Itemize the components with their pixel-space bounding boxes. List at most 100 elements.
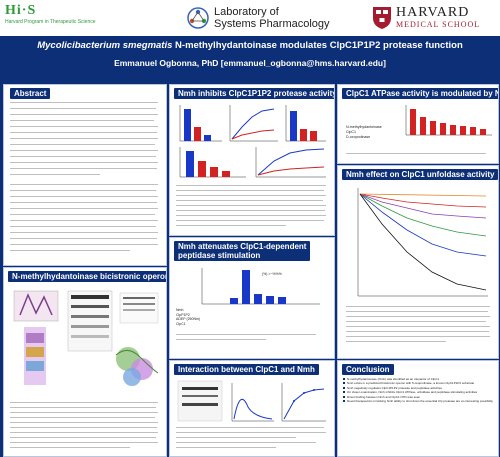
poster-header: Hi·S Harvard Program in Therapeutic Scie… (0, 0, 500, 36)
inhibits-panel: Nmh inhibits ClpC1P1P2 protease activity (169, 84, 335, 236)
attenuates-legend-row: ClpC1 (176, 321, 186, 326)
lsp-logo-icon (187, 7, 209, 29)
hms-logo-subtitle: Harvard Program in Therapeutic Science (5, 19, 96, 25)
text-line (346, 316, 490, 317)
text-line (176, 334, 316, 335)
title-bar: Mycolicibacterium smegmatis N-methylhyda… (0, 36, 500, 78)
text-line (10, 208, 158, 210)
attenuates-legend-row: ADEP (250Nm) (176, 317, 201, 322)
text-line (176, 225, 286, 226)
text-line (10, 407, 156, 408)
text-line (10, 447, 130, 448)
attenuates-legend-row: ClpP1P2 (176, 312, 190, 317)
hms-logo: Hi·S Harvard Program in Therapeutic Scie… (5, 3, 105, 33)
text-line (10, 427, 157, 428)
atpase-legend: N-methylhydantoinase ClpC1 D-oxoprolinas… (346, 125, 382, 139)
text-line (10, 156, 156, 158)
atpase-legend-row: D-oxoprolinase (346, 134, 371, 139)
text-line (176, 220, 324, 221)
poster-title-rest: N-methylhydantoinase modulates ClpC1P1P2… (172, 40, 463, 51)
text-line (10, 442, 158, 443)
harvard-logo-line1: HARVARD (396, 5, 470, 20)
conclusion-item-text: On closer examination, Nmh inhibits ClpC… (347, 390, 478, 395)
text-line (10, 226, 156, 228)
lsp-logo-line1: Laboratory of (214, 6, 279, 18)
text-line (346, 331, 489, 332)
poster-author: Emmanuel Ogbonna, PhD [emmanuel_ogbonna@… (114, 58, 386, 68)
interaction-heading: Interaction between ClpC1 and Nmh (173, 363, 320, 376)
interaction-figure (177, 380, 326, 422)
text-line (176, 215, 326, 216)
text-line (346, 336, 490, 337)
hms-logo-mark: Hi·S (5, 3, 37, 18)
text-line (10, 114, 158, 116)
conclusion-panel: Conclusion N-methylhydantoinase (Nmh) wa… (337, 360, 499, 457)
operon-panel: N-methylhydantoinase bicistronic operon (3, 267, 167, 457)
inhibits-figure (179, 105, 326, 178)
text-line (176, 200, 323, 201)
harvard-logo-line2: MEDICAL SCHOOL (396, 20, 481, 29)
text-line (10, 244, 158, 246)
conclusion-item: On closer examination, Nmh inhibits ClpC… (343, 390, 493, 394)
conclusion-list: N-methylhydantoinase (Nmh) was identifie… (343, 377, 493, 403)
text-line (10, 184, 158, 186)
attenuates-heading: Nmh attenuates ClpC1-dependent peptidase… (173, 240, 312, 262)
atpase-legend-row: ClpC1 (346, 129, 356, 134)
text-line (10, 238, 157, 240)
operon-heading: N-methylhydantoinase bicistronic operon (7, 270, 166, 283)
conclusion-item: Direct binding between Nmh and ClpC1 NTD… (343, 395, 493, 399)
atpase-caption-line (346, 153, 486, 154)
bullet-icon (343, 386, 345, 389)
lsp-logo: Laboratory of Systems Pharmacology (186, 3, 330, 33)
attenuates-stat: (%) >~%%% (262, 272, 282, 276)
atpase-figure (405, 105, 492, 136)
text-line (346, 321, 486, 322)
text-line (176, 447, 276, 448)
interaction-panel: Interaction between ClpC1 and Nmh (169, 360, 335, 457)
text-line (10, 168, 157, 170)
conclusion-item-text: N-methylhydantoinase (Nmh) was identifie… (347, 377, 440, 381)
text-line (10, 412, 158, 413)
conclusion-item: Novel therapeutics mimicking Nmh ability… (343, 399, 493, 403)
bullet-icon (343, 391, 345, 394)
attenuates-heading-line1: Nmh attenuates ClpC1-dependent (178, 242, 307, 251)
text-line (10, 402, 158, 403)
text-line (10, 138, 158, 140)
text-line (10, 422, 158, 423)
conclusion-item-text: Nmh negatively regulates ClpC1P1P2 prote… (347, 385, 442, 390)
text-line (10, 214, 155, 216)
text-line (10, 162, 158, 164)
text-line (10, 250, 130, 252)
text-line (176, 210, 325, 211)
poster-title-italic: Mycolicibacterium smegmatis (37, 40, 173, 51)
unfoldase-panel: Nmh effect on ClpC1 unfoldase activity (337, 165, 499, 359)
text-line (176, 205, 326, 206)
text-line (176, 195, 326, 196)
text-line (10, 120, 154, 122)
text-line (10, 132, 157, 134)
text-line (346, 326, 490, 327)
abstract-heading: Abstract (9, 87, 52, 100)
harvard-shield-icon (373, 7, 391, 29)
bullet-icon (343, 395, 345, 398)
text-line (10, 196, 158, 198)
unfoldase-figure (357, 188, 488, 297)
conclusion-heading: Conclusion (341, 363, 395, 376)
conclusion-item-text: Direct binding between Nmh and ClpC1 NTD… (347, 394, 421, 399)
atpase-legend-row: N-methylhydantoinase (346, 125, 382, 129)
attenuates-legend-row: Nmh (176, 308, 184, 312)
text-line (176, 437, 296, 438)
text-line (10, 417, 155, 418)
operon-figure (8, 285, 162, 397)
text-line (176, 427, 324, 428)
atpase-panel: ClpC1 ATPase activity is modulated by Nm… (337, 84, 499, 164)
bullet-icon (343, 382, 345, 385)
text-line (10, 190, 156, 192)
bullet-icon (343, 378, 345, 380)
text-line (10, 437, 156, 438)
poster-title: Mycolicibacterium smegmatis N-methylhyda… (0, 40, 500, 51)
text-line (176, 339, 266, 340)
text-line (10, 202, 157, 204)
atpase-heading: ClpC1 ATPase activity is modulated by Nm… (341, 87, 498, 100)
text-line (10, 126, 158, 128)
